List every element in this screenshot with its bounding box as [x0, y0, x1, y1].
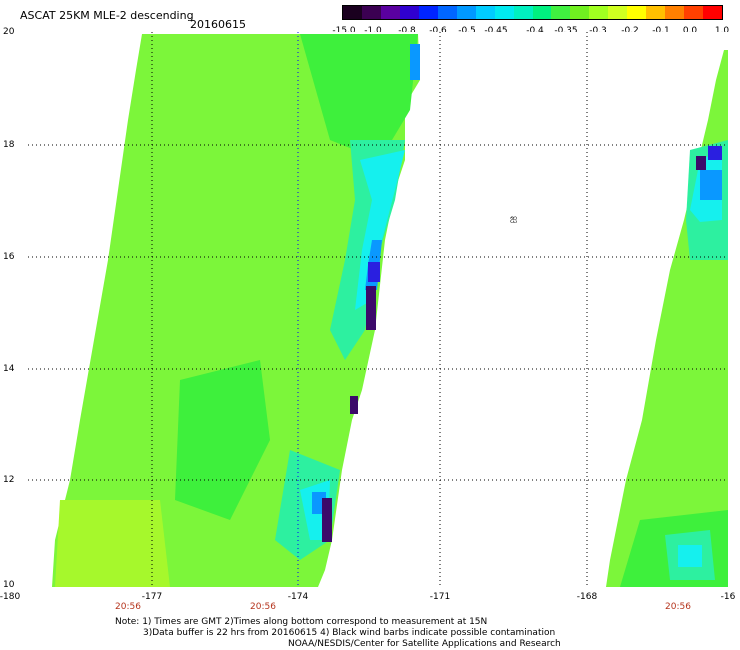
pass-time-label: 20:56: [665, 602, 691, 612]
color-scale-segment: [418, 6, 438, 19]
longitude-label: -16: [720, 592, 736, 602]
color-scale-segment: [399, 6, 419, 19]
swath-east: [606, 50, 728, 587]
color-scale-bar: [342, 5, 723, 20]
map-marker-glyph: ஐ: [510, 214, 518, 224]
low-value-cell: [366, 286, 376, 330]
color-scale-segment: [475, 6, 495, 19]
longitude-label: -168: [576, 592, 598, 602]
color-scale-label: 1.0: [714, 26, 730, 36]
latitude-label: 18: [3, 140, 15, 150]
swath-west-green-patch: [175, 360, 270, 520]
color-scale-label: -0.8: [398, 26, 416, 36]
longitude-label: -171: [429, 592, 451, 602]
footnote-line-2: 3)Data buffer is 22 hrs from 20160615 4)…: [143, 628, 556, 638]
latitude-label: 20: [3, 27, 15, 37]
wind-map-panel[interactable]: [28, 32, 728, 587]
color-scale-label: -0.35: [554, 26, 578, 36]
color-scale-segment: [456, 6, 476, 19]
color-scale-label: -15.0: [332, 26, 356, 36]
color-scale-label: 0.0: [682, 26, 698, 36]
color-scale-label: -0.5: [458, 26, 476, 36]
longitude-label: -177: [141, 592, 163, 602]
pass-time-label: 20:56: [115, 602, 141, 612]
low-value-cell: [368, 262, 380, 282]
low-value-cell: [700, 170, 722, 200]
longitude-label: -180: [0, 592, 21, 602]
latitude-label: 14: [3, 364, 15, 374]
product-date: 20160615: [190, 18, 246, 31]
color-scale-segment: [494, 6, 514, 19]
color-scale-segment: [437, 6, 457, 19]
color-scale-segment: [532, 6, 552, 19]
color-scale-segment: [380, 6, 400, 19]
lat-lon-grid: [28, 32, 728, 587]
color-scale-segment: [343, 6, 362, 19]
low-value-cell: [410, 44, 420, 80]
color-scale-segment: [703, 6, 723, 19]
color-scale-label: -1.0: [364, 26, 382, 36]
color-scale-label: -0.45: [484, 26, 508, 36]
footnote-line-1: Note: 1) Times are GMT 2)Times along bot…: [115, 617, 488, 627]
color-scale-label: -0.1: [652, 26, 670, 36]
pass-time-label: 20:56: [250, 602, 276, 612]
swath-west-body: [52, 34, 420, 587]
low-value-cell: [678, 545, 702, 567]
swath-west-lime-patch: [55, 500, 170, 587]
color-scale-label: -0.3: [589, 26, 607, 36]
color-scale-segment: [513, 6, 533, 19]
swath-west: [52, 34, 420, 587]
swath-east-body: [606, 50, 728, 587]
color-scale-label: -0.2: [621, 26, 639, 36]
low-value-cell: [322, 498, 332, 542]
low-value-cell: [696, 156, 706, 170]
color-scale-segment: [570, 6, 590, 19]
color-scale-segment: [608, 6, 628, 19]
product-title: ASCAT 25KM MLE-2 descending: [20, 9, 194, 22]
latitude-label: 10: [3, 580, 15, 590]
latitude-label: 12: [3, 475, 15, 485]
longitude-label: -174: [287, 592, 309, 602]
swath-west-north-green: [300, 34, 418, 160]
color-scale-segment: [646, 6, 666, 19]
color-scale-segment: [589, 6, 609, 19]
low-value-cell: [708, 146, 722, 160]
wind-swath-map: [28, 32, 728, 587]
latitude-label: 16: [3, 252, 15, 262]
color-scale-segment: [551, 6, 571, 19]
low-value-cell: [350, 396, 358, 414]
color-scale-segment: [361, 6, 381, 19]
color-scale-segment: [684, 6, 704, 19]
color-scale-label: -0.4: [526, 26, 544, 36]
color-scale-segment: [627, 6, 647, 19]
color-scale-segment: [665, 6, 685, 19]
footnote-credit: NOAA/NESDIS/Center for Satellite Applica…: [288, 639, 561, 649]
color-scale-label: -0.6: [429, 26, 447, 36]
